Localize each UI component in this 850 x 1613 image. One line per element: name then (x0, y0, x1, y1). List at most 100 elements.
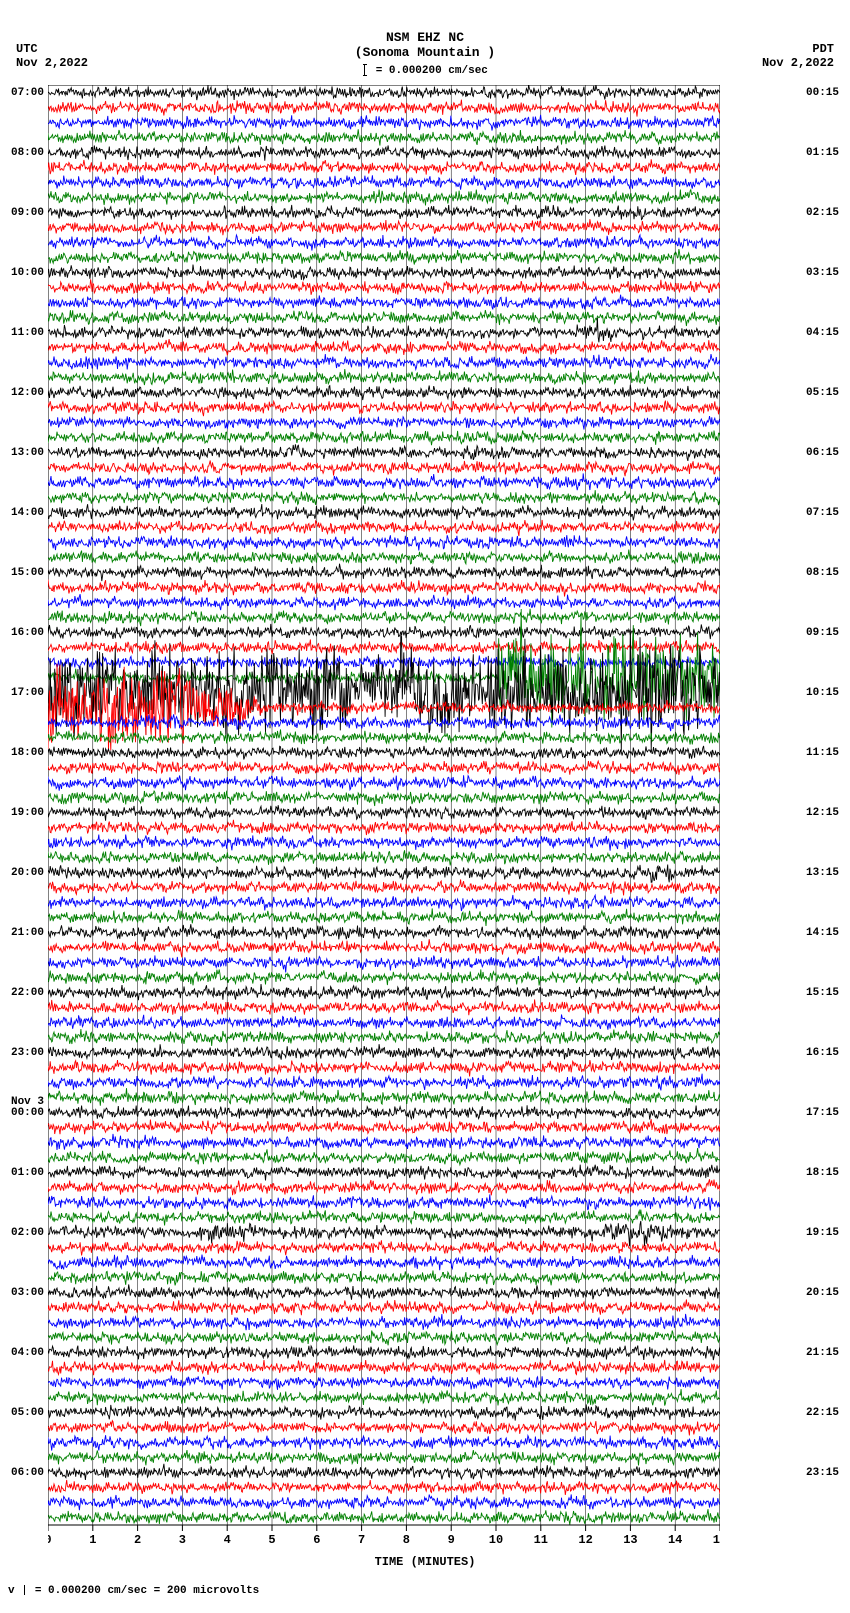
scale-text: = 0.000200 cm/sec (376, 65, 488, 77)
header-left-block: UTC Nov 2,2022 (16, 42, 88, 70)
x-axis-label: TIME (MINUTES) (48, 1555, 802, 1569)
utc-time-label: 20:00 (11, 868, 44, 879)
station-subtitle: (Sonoma Mountain ) (0, 45, 850, 60)
seismic-trace (48, 429, 720, 445)
pdt-time-label: 21:15 (806, 1348, 839, 1359)
seismic-trace (48, 805, 720, 821)
utc-time-label: 12:00 (11, 388, 44, 399)
utc-time-label: 13:00 (11, 448, 44, 459)
pdt-time-label: 15:15 (806, 988, 839, 999)
seismic-trace (48, 318, 720, 343)
pdt-time-label: 23:15 (806, 1468, 839, 1479)
seismic-trace (48, 1088, 720, 1106)
seismic-trace (48, 879, 720, 895)
seismic-trace (48, 1074, 720, 1091)
seismic-trace (48, 654, 720, 669)
seismic-trace (48, 249, 720, 264)
footer-scale: v = 0.000200 cm/sec = 200 microvolts (0, 1569, 850, 1605)
x-tick-label: 2 (134, 1533, 141, 1547)
seismic-trace (48, 129, 720, 145)
seismic-trace (48, 1194, 720, 1210)
pdt-time-label: 04:15 (806, 328, 839, 339)
seismic-trace (48, 580, 720, 597)
scale-bar-icon (364, 64, 365, 76)
seismic-trace (48, 729, 720, 744)
pdt-time-label: 22:15 (806, 1408, 839, 1419)
utc-time-label: 16:00 (11, 628, 44, 639)
x-tick-label: 4 (224, 1533, 231, 1547)
utc-time-label: 06:00 (11, 1468, 44, 1479)
seismic-trace (48, 761, 720, 775)
seismic-trace (48, 820, 720, 835)
seismic-trace (48, 1240, 720, 1255)
x-tick-label: 0 (48, 1533, 52, 1547)
utc-time-label: 10:00 (11, 268, 44, 279)
seismic-trace (48, 984, 720, 1000)
utc-time-label: 19:00 (11, 808, 44, 819)
seismic-trace (48, 520, 720, 536)
seismogram-svg (48, 85, 720, 1525)
utc-time-label: 05:00 (11, 1408, 44, 1419)
seismic-trace (48, 564, 720, 581)
x-tick-label: 14 (668, 1533, 682, 1547)
seismic-trace (48, 473, 720, 490)
utc-time-label: 21:00 (11, 928, 44, 939)
utc-time-label: 15:00 (11, 568, 44, 579)
utc-time-label: 01:00 (11, 1168, 44, 1179)
seismic-trace (48, 640, 720, 657)
pdt-time-label: 09:15 (806, 628, 839, 639)
seismic-trace (48, 339, 720, 355)
seismic-trace (48, 1221, 720, 1246)
seismic-trace (48, 100, 720, 117)
header-right-block: PDT Nov 2,2022 (762, 42, 834, 70)
scale-indicator: = 0.000200 cm/sec (0, 64, 850, 77)
seismic-trace (48, 1148, 720, 1165)
seismic-trace (48, 1165, 720, 1181)
seismic-trace (48, 835, 720, 851)
seismic-trace (48, 1299, 720, 1315)
seismic-trace (48, 1255, 720, 1271)
x-tick-label: 3 (179, 1533, 186, 1547)
utc-time-label: 11:00 (11, 328, 44, 339)
seismic-trace (48, 594, 720, 610)
pdt-time-label: 05:15 (806, 388, 839, 399)
seismic-trace (48, 791, 720, 806)
seismic-trace (48, 85, 720, 100)
seismic-trace (48, 235, 720, 251)
footer-caret: v (8, 1585, 15, 1597)
seismic-trace (48, 1435, 720, 1450)
x-tick-label: 11 (534, 1533, 548, 1547)
pdt-time-label: 06:15 (806, 448, 839, 459)
seismic-trace (48, 609, 720, 626)
seismic-trace (48, 279, 720, 295)
x-tick-label: 5 (268, 1533, 275, 1547)
seismic-trace (48, 1346, 720, 1361)
pdt-time-label: 00:15 (806, 88, 839, 99)
pdt-time-label: 12:15 (806, 808, 839, 819)
right-time-axis: 00:1501:1502:1503:1504:1505:1506:1507:15… (806, 85, 846, 1525)
seismic-trace (48, 865, 720, 883)
seismic-trace (48, 1450, 720, 1465)
utc-time-label: 17:00 (11, 688, 44, 699)
seismic-trace (48, 265, 720, 281)
pdt-time-label: 17:15 (806, 1108, 839, 1119)
seismic-trace (48, 369, 720, 385)
pdt-time-label: 08:15 (806, 568, 839, 579)
seismic-trace (48, 1376, 720, 1390)
utc-time-label: 22:00 (11, 988, 44, 999)
seismic-trace (48, 444, 720, 461)
seismic-trace (48, 1494, 720, 1510)
seismic-trace (48, 1044, 720, 1060)
seismic-trace (48, 219, 720, 235)
pdt-time-label: 02:15 (806, 208, 839, 219)
right-date-label: Nov 2,2022 (762, 56, 834, 70)
utc-time-label: 04:00 (11, 1348, 44, 1359)
seismic-trace (48, 1060, 720, 1076)
x-tick-label: 1 (89, 1533, 96, 1547)
utc-time-label: 07:00 (11, 88, 44, 99)
pdt-time-label: 18:15 (806, 1168, 839, 1179)
seismic-trace (48, 1015, 720, 1030)
seismic-trace (48, 1509, 720, 1524)
x-tick-label: 13 (623, 1533, 637, 1547)
pdt-time-label: 14:15 (806, 928, 839, 939)
